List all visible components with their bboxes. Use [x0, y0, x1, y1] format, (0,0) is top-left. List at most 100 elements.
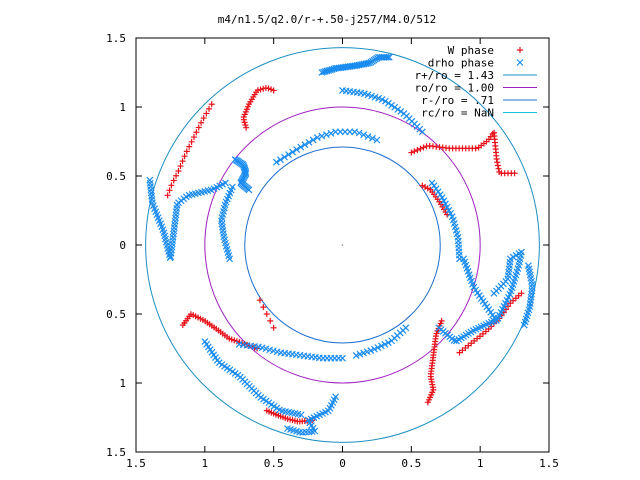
point-s0-l1-14 — [175, 167, 182, 174]
point-s1-l9-3 — [363, 348, 371, 356]
point-s1-l2-23 — [373, 136, 381, 144]
point-s0-l2-39 — [495, 165, 502, 172]
point-s0-l1-19 — [164, 192, 171, 199]
point-s1-l2-6 — [297, 143, 305, 151]
point-s1-l2-20 — [360, 131, 368, 139]
legend-label-3: ro/ro = 1.00 — [415, 82, 494, 95]
series-layer — [146, 53, 536, 436]
y-tick-label-6: 1.5 — [106, 446, 126, 459]
point-s0-l0-16 — [257, 86, 264, 93]
point-s0-l2-3 — [417, 145, 424, 152]
point-s1-l9-0 — [352, 351, 360, 359]
point-s1-l9-6 — [374, 344, 382, 351]
legend-swatch-1 — [516, 59, 524, 66]
x-tick-label-4: 0.5 — [401, 457, 421, 470]
point-s0-l8-3 — [267, 317, 274, 324]
x-tick-label-5: 1 — [477, 457, 484, 470]
point-s0-l2-38 — [494, 162, 501, 169]
point-s0-l1-4 — [198, 119, 205, 126]
point-s0-l1-0 — [208, 101, 215, 108]
legend-label-2: r+/ro = 1.43 — [415, 69, 494, 82]
point-s0-l1-5 — [195, 124, 202, 131]
x-tick-label-6: 1.5 — [539, 457, 559, 470]
legend-label-4: r-/ro = .71 — [421, 94, 494, 107]
point-s1-l2-13 — [327, 129, 335, 137]
point-s1-l1-16 — [394, 105, 402, 113]
point-s1-l1-25 — [418, 128, 426, 136]
point-s1-l10-3 — [434, 188, 442, 196]
reference-circle-2 — [244, 146, 441, 344]
reference-circle-1 — [204, 106, 481, 384]
point-s0-l3-0 — [419, 182, 426, 189]
point-s0-l0-21 — [270, 87, 277, 94]
point-s0-l7-23 — [518, 290, 525, 297]
y-tick-label-4: 0.5 — [106, 308, 126, 321]
y-tick-label-1: 1 — [119, 101, 126, 114]
point-s0-l2-36 — [493, 155, 500, 162]
point-s0-l1-12 — [179, 158, 186, 165]
y-tick-label-2: 0.5 — [106, 170, 126, 183]
point-s1-l2-3 — [285, 151, 292, 159]
legend-label-0: W phase — [448, 44, 494, 57]
point-s0-l8-4 — [270, 324, 277, 331]
point-s0-l1-3 — [200, 115, 207, 122]
y-tick-label-3: 0 — [119, 239, 126, 252]
point-s0-l3-2 — [424, 185, 431, 192]
point-s0-l2-4 — [420, 144, 427, 151]
point-s1-l1-17 — [397, 108, 405, 115]
point-s1-l9-5 — [370, 345, 378, 353]
point-s0-l6-25 — [432, 333, 439, 340]
point-s0-l2-1 — [411, 148, 418, 155]
point-s1-l9-8 — [381, 340, 389, 348]
circle-layer — [145, 47, 540, 443]
legend-label-1: drho phase — [428, 57, 494, 70]
point-s1-l2-12 — [323, 131, 330, 139]
series-1 — [146, 53, 536, 436]
point-s1-l2-7 — [301, 141, 309, 149]
point-s0-l1-18 — [166, 187, 173, 194]
point-s1-l1-14 — [388, 101, 395, 109]
point-s1-l0-39 — [385, 53, 393, 61]
x-tick-label-1: 1 — [202, 457, 209, 470]
point-s0-l1-6 — [193, 129, 200, 136]
point-s0-l2-37 — [494, 159, 501, 166]
point-s0-l8-0 — [256, 297, 263, 304]
point-s1-l6-39 — [297, 411, 305, 419]
point-s1-l2-2 — [281, 153, 288, 161]
point-s0-l1-1 — [206, 105, 213, 112]
point-s0-l0-17 — [260, 85, 267, 92]
point-s0-l1-15 — [173, 172, 180, 179]
point-s0-l0-2 — [241, 119, 248, 126]
point-s1-l2-0 — [272, 158, 280, 166]
point-s0-l1-16 — [170, 177, 177, 184]
legend-label-5: rc/ro = NaN — [421, 107, 494, 120]
point-s1-l10-1 — [430, 182, 438, 190]
point-s1-l1-15 — [391, 103, 399, 111]
point-s1-l2-19 — [355, 129, 363, 137]
x-tick-label-3: 0 — [339, 457, 346, 470]
point-s1-l9-4 — [367, 347, 375, 354]
point-s0-l0-15 — [254, 87, 261, 94]
point-s0-l2-0 — [408, 149, 415, 156]
x-tick-label-2: 0.5 — [264, 457, 284, 470]
point-s1-l2-11 — [318, 132, 326, 140]
point-s0-l2-20 — [472, 145, 479, 152]
point-s1-l1-12 — [381, 97, 389, 105]
point-s0-l6-31 — [438, 317, 445, 324]
point-s1-l2-22 — [369, 134, 376, 142]
chart-title: m4/n1.5/q2.0/r-+.50-j257/M4.0/512 — [218, 13, 437, 26]
point-s0-l0-1 — [242, 122, 249, 129]
point-s1-l2-4 — [289, 148, 297, 156]
point-s0-l1-7 — [190, 134, 197, 141]
point-s1-l5-23 — [226, 255, 234, 263]
point-s1-l10-2 — [432, 185, 440, 193]
point-s1-l2-10 — [313, 134, 321, 142]
point-s1-l13-19 — [520, 321, 528, 329]
point-s0-l8-2 — [263, 311, 270, 317]
point-s1-l9-7 — [377, 342, 385, 350]
point-s1-l1-11 — [378, 96, 386, 103]
point-s1-l2-5 — [293, 146, 301, 153]
tick-layer: 1.5 1 0.5 0 0.5 1 1.51.510.500.511.5 — [106, 32, 559, 470]
